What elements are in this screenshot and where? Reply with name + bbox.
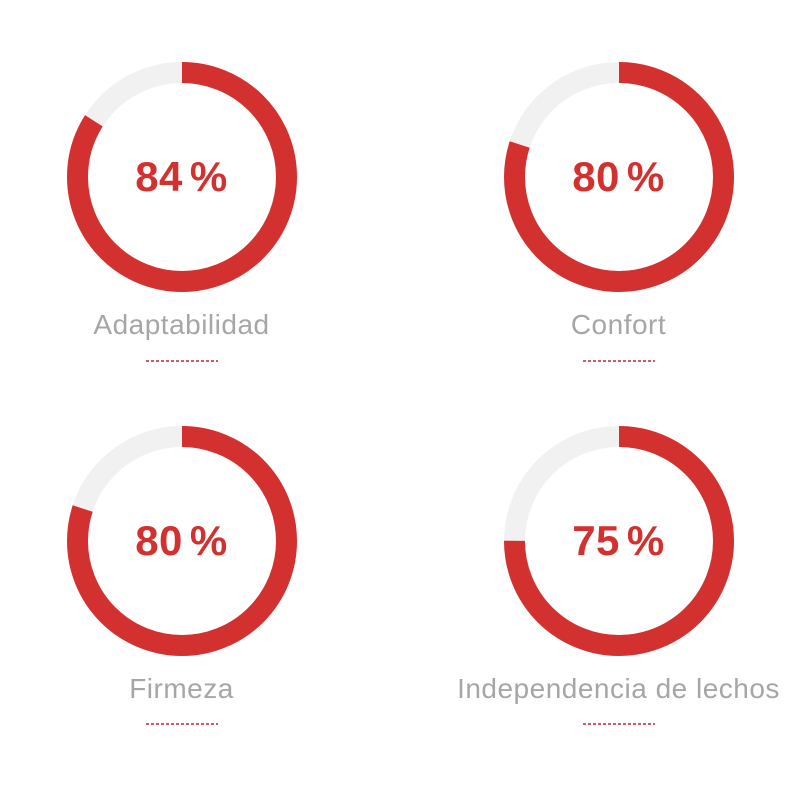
donut-progress-arc xyxy=(66,62,297,292)
percent-readout: 84% xyxy=(67,62,297,292)
gauge-label: Independencia de lechos xyxy=(457,672,780,704)
donut-chart: 80% xyxy=(503,62,734,292)
donut-ring-svg xyxy=(66,425,297,656)
percent-value: 80 xyxy=(572,153,620,200)
percent-sign: % xyxy=(189,516,228,564)
donut-progress-arc xyxy=(503,425,734,656)
percent-sign: % xyxy=(626,516,665,564)
gauge-cell-firmeza: 80% Firmeza xyxy=(17,425,347,726)
gauge-cell-independencia-de-lechos: 75% Independencia de lechos xyxy=(454,425,784,726)
dashed-divider xyxy=(145,723,218,726)
gauge-label: Firmeza xyxy=(129,672,234,704)
donut-ring-svg xyxy=(66,62,297,292)
donut-chart: 75% xyxy=(503,425,734,656)
donut-ring-svg xyxy=(503,425,734,656)
gauge-cell-adaptabilidad: 84% Adaptabilidad xyxy=(17,62,347,362)
donut-ring-svg xyxy=(503,62,734,292)
gauge-label: Adaptabilidad xyxy=(93,309,270,340)
percent-readout: 80% xyxy=(67,426,297,656)
donut-progress-arc xyxy=(503,62,734,292)
gauge-cell-confort: 80% Confort xyxy=(454,62,784,362)
percent-readout: 80% xyxy=(504,62,734,292)
donut-chart: 84% xyxy=(66,62,297,292)
gauge-label: Confort xyxy=(570,309,667,340)
percent-sign: % xyxy=(189,153,228,200)
gauges-grid: 84% Adaptabilidad 80% Confort 80% xyxy=(17,62,784,726)
dashed-divider xyxy=(582,359,655,362)
percent-sign: % xyxy=(626,153,665,200)
percent-readout: 75% xyxy=(504,426,734,656)
dashed-divider xyxy=(145,359,218,362)
donut-progress-arc xyxy=(66,425,297,656)
percent-value: 75 xyxy=(572,516,620,564)
donut-chart: 80% xyxy=(66,425,297,656)
dashed-divider xyxy=(582,723,655,726)
percent-value: 80 xyxy=(135,516,183,564)
percent-value: 84 xyxy=(135,153,183,200)
